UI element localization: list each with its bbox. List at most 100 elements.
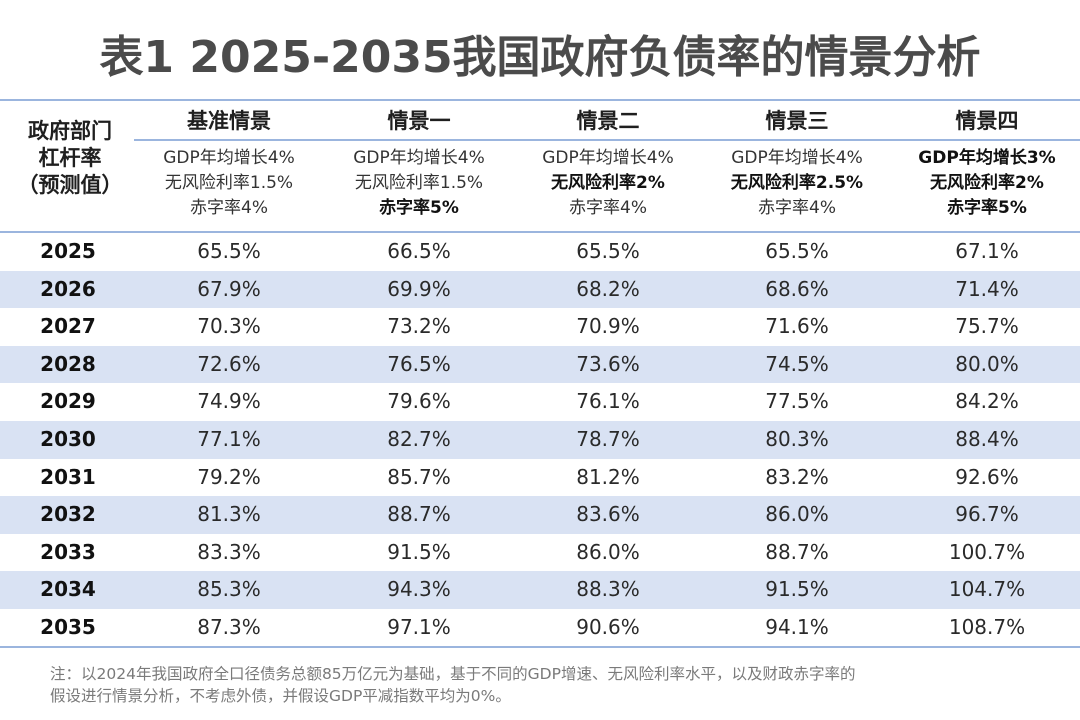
assumption-line: GDP年均增长3% — [918, 148, 1056, 168]
value-cell: 87.3% — [197, 615, 261, 639]
value-cell: 74.9% — [197, 389, 261, 414]
year-cell: 2031 — [40, 464, 96, 489]
scenario-name: 情景三 — [765, 109, 829, 133]
value-cell: 108.7% — [948, 615, 1026, 639]
row-header-label: 政府部门 杠杆率 （预测值） — [0, 118, 140, 199]
assumption-line: 赤字率5% — [379, 198, 459, 218]
scenario-assumptions: GDP年均增长3% 无风险利率2% 赤字率5% — [892, 146, 1080, 226]
value-cell: 77.5% — [765, 389, 829, 414]
assumption-line: 赤字率4% — [569, 198, 647, 218]
value-cell: 75.7% — [955, 314, 1019, 339]
table-row: 2031 79.2% 85.7% 81.2% 83.2% 92.6% — [0, 459, 1080, 497]
year-cell: 2027 — [40, 314, 96, 339]
scenario-assumptions: GDP年均增长4% 无风险利率1.5% 赤字率4% — [134, 146, 324, 226]
value-cell: 90.6% — [576, 615, 640, 639]
table-title: 表1 2025-2035我国政府负债率的情景分析 — [99, 32, 981, 83]
value-cell: 83.6% — [576, 502, 640, 527]
row-header-line: （预测值） — [17, 173, 123, 197]
assumption-line: GDP年均增长4% — [542, 148, 674, 168]
year-cell: 2026 — [40, 276, 96, 301]
value-cell: 88.4% — [955, 427, 1019, 451]
assumption-line: 无风险利率1.5% — [164, 173, 294, 193]
table-row: 2032 81.3% 88.7% 83.6% 86.0% 96.7% — [0, 496, 1080, 534]
value-cell: 78.7% — [576, 427, 640, 451]
value-cell: 68.2% — [576, 276, 640, 301]
scenario-name: 基准情景 — [187, 109, 271, 133]
value-cell: 67.9% — [197, 276, 261, 301]
value-cell: 74.5% — [765, 351, 829, 376]
assumption-line: 无风险利率2.5% — [730, 173, 864, 193]
value-cell: 72.6% — [197, 351, 261, 376]
value-cell: 65.5% — [576, 239, 640, 263]
table-row: 2028 72.6% 76.5% 73.6% 74.5% 80.0% — [0, 345, 1080, 384]
year-cell: 2035 — [40, 615, 96, 639]
value-cell: 71.4% — [955, 276, 1019, 301]
value-cell: 86.0% — [765, 502, 829, 527]
assumption-line: 无风险利率2% — [930, 173, 1044, 193]
scenario-name: 情景四 — [955, 109, 1019, 133]
top-rule — [0, 99, 1080, 101]
year-cell: 2032 — [40, 502, 96, 527]
scenario-assumptions: GDP年均增长4% 无风险利率1.5% 赤字率5% — [324, 146, 514, 226]
assumption-line: GDP年均增长4% — [163, 148, 295, 168]
value-cell: 88.7% — [765, 539, 829, 564]
value-cell: 80.3% — [765, 427, 829, 451]
footnote: 注：以2024年我国政府全口径债务总额85万亿元为基础，基于不同的GDP增速、无… — [50, 663, 1050, 707]
value-cell: 76.1% — [576, 389, 640, 414]
assumption-line: GDP年均增长4% — [353, 148, 485, 168]
value-cell: 88.3% — [576, 577, 640, 602]
table-row: 2034 85.3% 94.3% 88.3% 91.5% 104.7% — [0, 571, 1080, 610]
assumption-line: 赤字率4% — [758, 198, 836, 218]
assumption-line: 赤字率4% — [190, 198, 268, 218]
scenario-name: 情景二 — [576, 109, 640, 133]
year-cell: 2033 — [40, 539, 96, 564]
value-cell: 82.7% — [387, 427, 451, 451]
row-header-line: 政府部门 — [28, 119, 112, 143]
year-cell: 2028 — [40, 351, 96, 376]
year-cell: 2029 — [40, 389, 96, 414]
table-row: 2026 67.9% 69.9% 68.2% 68.6% 71.4% — [0, 270, 1080, 309]
value-cell: 83.3% — [197, 539, 261, 564]
assumption-line: GDP年均增长4% — [731, 148, 863, 168]
value-cell: 91.5% — [387, 539, 451, 564]
value-cell: 79.2% — [197, 464, 261, 489]
year-cell: 2034 — [40, 577, 96, 602]
table-row: 2033 83.3% 91.5% 86.0% 88.7% 100.7% — [0, 534, 1080, 572]
value-cell: 92.6% — [955, 464, 1019, 489]
footnote-line: 假设进行情景分析，不考虑外债，并假设GDP平减指数平均为0%。 — [50, 687, 511, 705]
row-header-line: 杠杆率 — [38, 146, 102, 170]
assumption-line: 赤字率5% — [947, 198, 1027, 218]
table-row: 2027 70.3% 73.2% 70.9% 71.6% 75.7% — [0, 308, 1080, 346]
value-cell: 85.7% — [387, 464, 451, 489]
value-cell: 73.2% — [387, 314, 451, 339]
year-cell: 2030 — [40, 427, 96, 451]
scenario-assumptions: GDP年均增长4% 无风险利率2% 赤字率4% — [513, 146, 703, 226]
scenario-divider-rule — [134, 139, 1080, 141]
value-cell: 79.6% — [387, 389, 451, 414]
value-cell: 71.6% — [765, 314, 829, 339]
value-cell: 97.1% — [387, 615, 451, 639]
table-row: 2035 87.3% 97.1% 90.6% 94.1% 108.7% — [0, 609, 1080, 647]
year-cell: 2025 — [40, 239, 96, 263]
footnote-line: 注：以2024年我国政府全口径债务总额85万亿元为基础，基于不同的GDP增速、无… — [50, 665, 856, 683]
value-cell: 91.5% — [765, 577, 829, 602]
value-cell: 84.2% — [955, 389, 1019, 414]
value-cell: 65.5% — [765, 239, 829, 263]
assumption-line: 无风险利率1.5% — [354, 173, 484, 193]
value-cell: 81.2% — [576, 464, 640, 489]
value-cell: 65.5% — [197, 239, 261, 263]
value-cell: 70.3% — [197, 314, 261, 339]
value-cell: 83.2% — [765, 464, 829, 489]
value-cell: 94.3% — [387, 577, 451, 602]
value-cell: 100.7% — [948, 539, 1026, 564]
value-cell: 70.9% — [576, 314, 640, 339]
value-cell: 67.1% — [955, 239, 1019, 263]
value-cell: 76.5% — [387, 351, 451, 376]
value-cell: 88.7% — [387, 502, 451, 527]
table-row: 2029 74.9% 79.6% 76.1% 77.5% 84.2% — [0, 383, 1080, 421]
value-cell: 73.6% — [576, 351, 640, 376]
scenario-name: 情景一 — [387, 109, 451, 133]
value-cell: 81.3% — [197, 502, 261, 527]
value-cell: 86.0% — [576, 539, 640, 564]
table-row: 2030 77.1% 82.7% 78.7% 80.3% 88.4% — [0, 421, 1080, 459]
